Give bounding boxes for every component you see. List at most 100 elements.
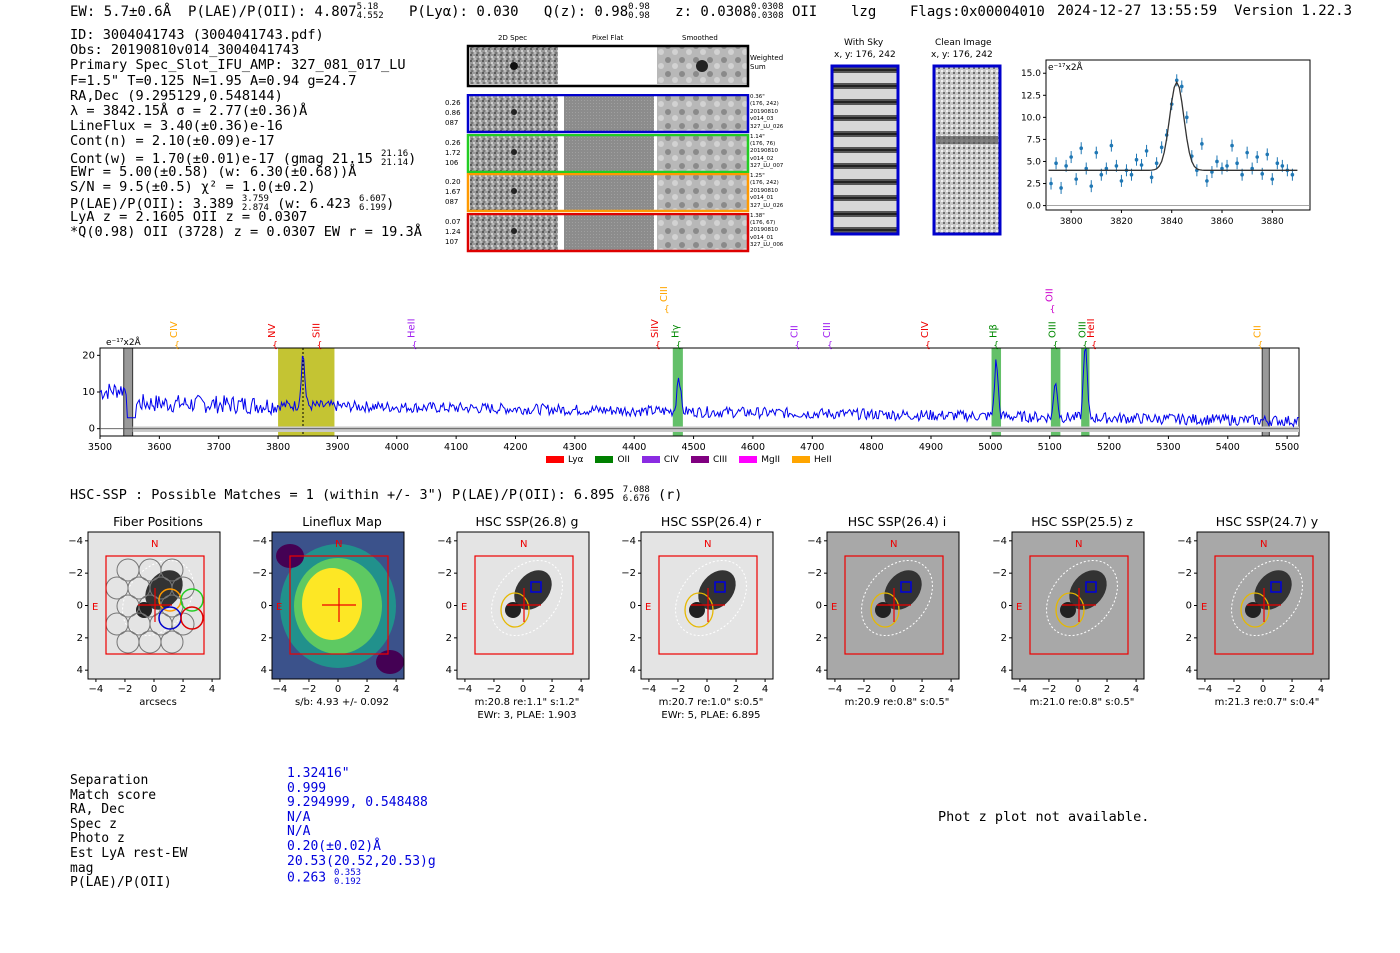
row-right-labels: 1.25" (176, 242) 20190810 v014_01 327_LU_026	[750, 173, 783, 210]
photz-note: Phot z plot not available.	[938, 809, 1150, 825]
row-smoothed	[657, 175, 747, 210]
legend-item: CIV	[641, 455, 679, 465]
hsc-ytick-label: 2	[261, 633, 267, 644]
hsc-summary: HSC-SSP : Possible Matches = 1 (within +…	[70, 486, 682, 504]
info-ewr: EWr = 5.00(±0.58) (w: 6.30(±0.68))Å	[70, 163, 357, 180]
with-sky-image	[830, 64, 900, 236]
zoom-ytick-label: 7.5	[1027, 135, 1041, 145]
hsc-ytick-label: −2	[621, 568, 636, 579]
full-xtick-label: 5200	[1097, 442, 1121, 453]
row-right-label: 327_LU_006	[750, 242, 784, 249]
header-qz: Q(z): 0.98	[543, 4, 629, 20]
legend-label: CIII	[712, 454, 728, 465]
row-smoothed	[657, 96, 747, 131]
weighted-source-dot	[510, 62, 518, 70]
full-xtick-label: 4600	[741, 442, 765, 453]
hsc-xtick-label: 0	[151, 684, 157, 695]
line-label: CIV	[169, 321, 180, 338]
row-right-label: v014_02	[750, 155, 774, 162]
full-xtick-label: 5500	[1275, 442, 1299, 453]
aperture-ellipse	[491, 559, 563, 637]
cutout-row-images	[466, 172, 750, 213]
full-xtick-label: 5000	[978, 442, 1002, 453]
zoom-xtick-label: 3840	[1160, 217, 1183, 227]
row-right-label: v014_01	[750, 195, 774, 202]
info-plae-lo: 2.874	[241, 203, 269, 214]
zoom-point	[1154, 161, 1159, 166]
hsc-xtick-label: −2	[118, 684, 133, 695]
row-source-dot	[511, 109, 517, 115]
row-right-label: 327_LU_026	[750, 123, 784, 130]
cutout-grid	[466, 44, 750, 88]
zoom-point	[1245, 150, 1249, 155]
zoom-point	[1240, 172, 1244, 177]
hsc-ytick-label: −4	[807, 536, 822, 547]
info-plae-w-end: )	[386, 196, 395, 213]
row-right-label: 20190810	[750, 227, 778, 234]
row-left-label: 1.67	[445, 188, 461, 196]
zoom-point	[1144, 149, 1149, 153]
hsc-xtick-label: −2	[671, 684, 686, 695]
full-xtick-label: 4500	[681, 442, 705, 453]
galaxy-companion	[505, 602, 521, 618]
header-z: z: 0.0308	[675, 4, 751, 20]
match-ellipse	[1240, 592, 1270, 628]
search-box	[105, 555, 205, 655]
full-xtick-label: 4200	[503, 442, 527, 453]
zoom-point	[1250, 166, 1254, 171]
zoom-point	[1265, 152, 1270, 157]
header-datetime-version: 2024-12-27 13:55:59 Version 1.22.3	[1057, 3, 1352, 19]
line-label: OIII	[1077, 321, 1088, 338]
line-bracket: {	[993, 341, 999, 351]
row-right-label: 327_LU_026	[750, 202, 784, 209]
zoom-point	[1094, 150, 1099, 155]
detection-info: ID: 3004041743 (3004041743.pdf) Obs: 201…	[70, 27, 422, 241]
catalog-box	[530, 581, 542, 593]
hsc-caption: m:20.7 re:1.0" s:0.5"	[658, 697, 764, 708]
full-xtick-label: 4800	[860, 442, 884, 453]
line-bracket: {	[1082, 341, 1088, 351]
row-right-labels: 1.38" (176, 67) 20190810 v014_01 327_LU_006	[750, 213, 783, 250]
zoom-point	[1119, 179, 1124, 183]
clean-image-title: Clean Image	[935, 38, 992, 48]
line-labels: CIV{NV{SiII{HeII{SiIV{CIII{Hγ{CII{CIII{C…	[169, 286, 1263, 351]
hsc-panel: N E −4 4 −2 2 0 0 2 −2 4 −4	[1177, 531, 1330, 695]
fiber-circle	[160, 558, 184, 582]
full-ytick-label: 10	[82, 387, 95, 398]
zoom-point	[1134, 157, 1139, 162]
line-label: OIII	[1048, 321, 1059, 338]
hsc-xtick-label: −4	[642, 684, 657, 695]
row-pixel-flat	[564, 135, 654, 171]
hsc-ytick-label: −4	[68, 536, 83, 547]
search-box	[658, 555, 758, 655]
north-label: N	[1075, 539, 1082, 550]
info-lineflux: LineFlux = 3.40(±0.36)e-16	[70, 118, 283, 135]
cutout-row-images	[466, 212, 750, 252]
match-values: 1.32416" 0.999 9.294999, 0.548488 N/A N/…	[287, 766, 436, 886]
east-label: E	[1201, 602, 1207, 613]
row-left-label: 087	[445, 119, 459, 127]
galaxy-companion	[875, 602, 891, 618]
row-right-label: 20190810	[750, 187, 778, 194]
highlight-band	[1050, 348, 1061, 436]
hsc-xtick-label: 2	[180, 684, 186, 695]
hsc-panel: N E −4 4 −2 2 0 0 2 −2 4 −4	[807, 531, 960, 695]
info-contw-text: Cont(w) = 1.70(±0.01)e-17 (gmag 21.15	[70, 150, 373, 167]
full-ytick-label: 0	[89, 424, 95, 435]
hsc-panel-title: HSC SSP(26.4) i	[847, 514, 947, 529]
legend-swatch	[595, 456, 614, 463]
hsc-summary-end: (r)	[657, 487, 683, 503]
full-xtick-label: 5300	[1156, 442, 1180, 453]
hsc-panel-title: Lineflux Map	[302, 514, 382, 529]
hsc-ytick-label: 0	[1001, 601, 1007, 612]
hsc-caption: s/b: 4.93 +/- 0.092	[294, 697, 390, 708]
hsc-xtick-label: 4	[578, 684, 584, 695]
header-ew: EW: 5.7±0.6Å	[70, 4, 172, 20]
row-right-label: (176, 242)	[750, 101, 779, 108]
zoom-point	[1290, 172, 1295, 177]
search-box	[289, 555, 389, 655]
row-smoothed	[657, 135, 747, 171]
row-right-label: v014_01	[750, 234, 774, 241]
hsc-xtick-label: 2	[549, 684, 555, 695]
legend-item: MgII	[739, 455, 780, 465]
